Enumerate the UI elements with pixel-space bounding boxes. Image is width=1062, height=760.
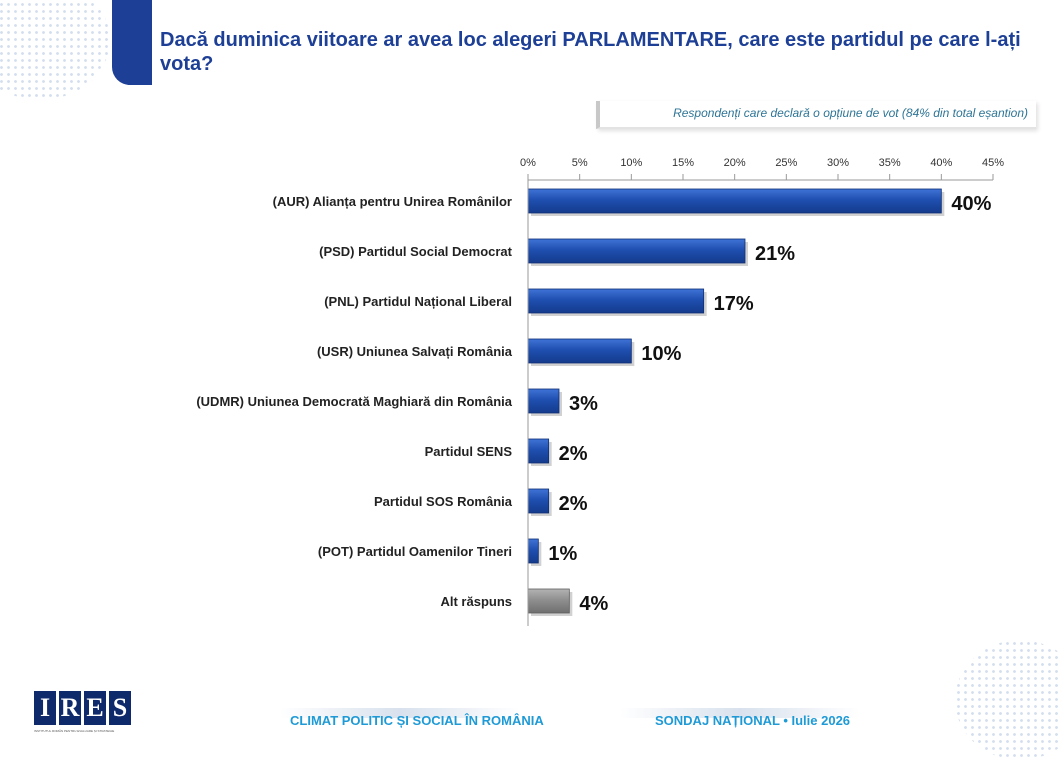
logo-letter: R	[59, 691, 81, 725]
bar	[527, 388, 560, 414]
bar-value-label: 40%	[951, 193, 991, 215]
bar	[527, 288, 705, 314]
logo-letter: I	[34, 691, 56, 725]
footer-divider	[280, 708, 520, 718]
footer-left-text: CLIMAT POLITIC ȘI SOCIAL ÎN ROMÂNIA	[290, 713, 544, 728]
chart-subtitle: Respondenți care declară o opțiune de vo…	[673, 106, 1028, 120]
x-tick-label: 30%	[827, 157, 849, 169]
x-tick-label: 45%	[982, 157, 1004, 169]
category-label: (UDMR) Uniunea Democrată Maghiară din Ro…	[196, 394, 512, 409]
category-label: (POT) Partidul Oamenilor Tineri	[318, 544, 512, 559]
bar-value-label: 21%	[755, 243, 795, 265]
header-accent-bar	[112, 0, 152, 85]
category-label: Alt răspuns	[440, 594, 512, 609]
x-tick-label: 20%	[724, 157, 746, 169]
category-label: (AUR) Alianța pentru Unirea Românilor	[273, 194, 512, 209]
bar	[527, 488, 550, 514]
bar-value-label: 3%	[569, 393, 598, 415]
category-label: Partidul SOS România	[374, 494, 513, 509]
bar	[527, 438, 550, 464]
subtitle-box: Respondenți care declară o opțiune de vo…	[596, 101, 1036, 129]
ires-logo: I R E S	[34, 691, 134, 727]
bar	[527, 588, 570, 614]
decorative-dots-bottom-right	[955, 640, 1062, 760]
bar-value-label: 10%	[641, 343, 681, 365]
x-tick-label: 15%	[672, 157, 694, 169]
bar	[527, 338, 632, 364]
category-label: (PSD) Partidul Social Democrat	[319, 244, 513, 259]
category-label: Partidul SENS	[425, 444, 513, 459]
chart-title: Dacă duminica viitoare ar avea loc alege…	[160, 29, 1021, 75]
x-tick-label: 5%	[572, 157, 588, 169]
logo-letter: S	[109, 691, 131, 725]
x-tick-label: 40%	[930, 157, 952, 169]
x-tick-label: 35%	[879, 157, 901, 169]
x-tick-label: 10%	[620, 157, 642, 169]
bar-value-label: 2%	[559, 443, 588, 465]
bar-value-label: 1%	[548, 543, 577, 565]
bar	[527, 538, 539, 564]
bar-value-label: 17%	[714, 293, 754, 315]
logo-letter: E	[84, 691, 106, 725]
bar-value-label: 4%	[579, 593, 608, 615]
bar	[527, 188, 942, 214]
x-tick-label: 0%	[520, 157, 536, 169]
category-label: (PNL) Partidul Național Liberal	[324, 294, 512, 309]
logo-subtext: INSTITUTUL ROMÂN PENTRU EVALUARE ȘI STRA…	[34, 729, 115, 733]
bars: 40% (AUR) Alianța pentru Unirea Românilor…	[196, 188, 992, 616]
x-axis: 0% 5% 10% 15% 20% 25% 30% 35% 40% 45%	[520, 157, 1004, 181]
category-label: (USR) Uniunea Salvați România	[317, 344, 513, 359]
bar	[527, 238, 746, 264]
bar-value-label: 2%	[559, 493, 588, 515]
x-tick-label: 25%	[775, 157, 797, 169]
footer-right-text: SONDAJ NAȚIONAL • Iulie 2026	[655, 713, 851, 728]
footer-divider	[620, 708, 860, 718]
